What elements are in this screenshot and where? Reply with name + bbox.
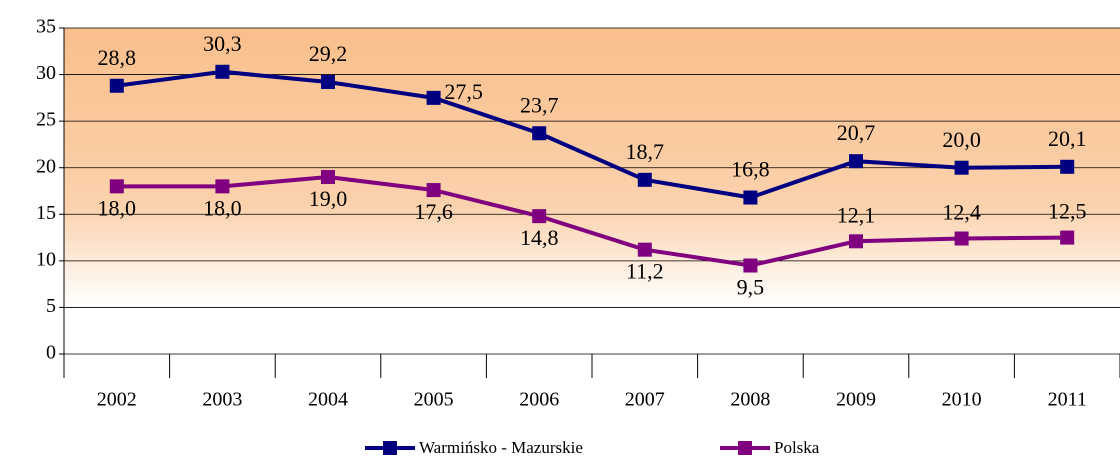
x-tick-label: 2006 — [519, 389, 559, 411]
series-line — [116, 175, 1068, 268]
y-tick-label: 20 — [36, 155, 56, 177]
plot-background — [64, 28, 1120, 354]
y-tick-label: 5 — [46, 295, 56, 317]
legend-marker — [383, 441, 397, 455]
point-marker — [743, 190, 758, 205]
x-tick-label: 2010 — [942, 389, 982, 411]
y-tick-label: 35 — [36, 16, 56, 38]
data-label: 11,2 — [626, 259, 664, 284]
point-marker — [109, 179, 124, 194]
data-label: 29,2 — [309, 41, 348, 66]
x-tick-label: 2004 — [308, 389, 348, 411]
y-tick-label: 10 — [36, 248, 56, 270]
x-tick-label: 2002 — [97, 389, 137, 411]
data-label: 23,7 — [520, 92, 559, 117]
point-marker — [426, 90, 441, 105]
point-marker — [954, 231, 969, 246]
x-tick-label: 2011 — [1048, 389, 1087, 411]
data-label: 18,0 — [203, 195, 242, 220]
point-marker — [321, 170, 335, 185]
point-marker — [321, 75, 335, 90]
point-marker — [954, 160, 969, 175]
legend-marker — [738, 441, 752, 455]
data-label: 12,1 — [837, 202, 876, 227]
data-label: 16,8 — [731, 157, 770, 182]
point-marker — [532, 126, 547, 141]
data-label: 30,3 — [203, 31, 242, 56]
point-marker — [1060, 159, 1075, 174]
legend-label: Warmińsko - Mazurskie — [419, 438, 583, 457]
x-tick-label: 2008 — [730, 389, 770, 411]
y-tick-label: 15 — [36, 202, 56, 224]
point-marker — [637, 242, 652, 257]
data-label: 12,4 — [942, 200, 981, 225]
x-tick-label: 2003 — [202, 389, 242, 411]
data-label: 14,8 — [520, 225, 559, 250]
point-marker — [215, 179, 230, 194]
point-marker — [849, 234, 863, 249]
data-label: 27,5 — [444, 79, 483, 104]
data-label: 18,7 — [626, 139, 665, 164]
data-label: 18,0 — [98, 195, 137, 220]
y-tick-label: 0 — [46, 342, 56, 364]
data-label: 20,1 — [1048, 126, 1087, 151]
point-marker — [215, 64, 230, 79]
data-label: 28,8 — [98, 45, 137, 70]
point-marker — [849, 154, 863, 169]
point-marker — [109, 78, 124, 93]
data-label: 17,6 — [414, 199, 453, 224]
data-label: 20,0 — [942, 127, 981, 152]
point-marker — [1060, 230, 1075, 245]
point-marker — [637, 172, 652, 187]
x-tick-label: 2007 — [625, 389, 665, 411]
data-label: 12,5 — [1048, 199, 1087, 224]
data-label: 9,5 — [737, 275, 765, 300]
data-label: 20,7 — [837, 120, 876, 145]
point-marker — [426, 183, 441, 198]
x-tick-label: 2005 — [414, 389, 454, 411]
y-tick-label: 25 — [36, 109, 56, 131]
y-tick-label: 30 — [36, 62, 56, 84]
data-label: 19,0 — [309, 186, 348, 211]
point-marker — [743, 258, 758, 273]
legend-label: Polska — [774, 438, 820, 457]
x-tick-label: 2009 — [836, 389, 876, 411]
point-marker — [532, 209, 547, 224]
series-line — [116, 69, 1068, 200]
